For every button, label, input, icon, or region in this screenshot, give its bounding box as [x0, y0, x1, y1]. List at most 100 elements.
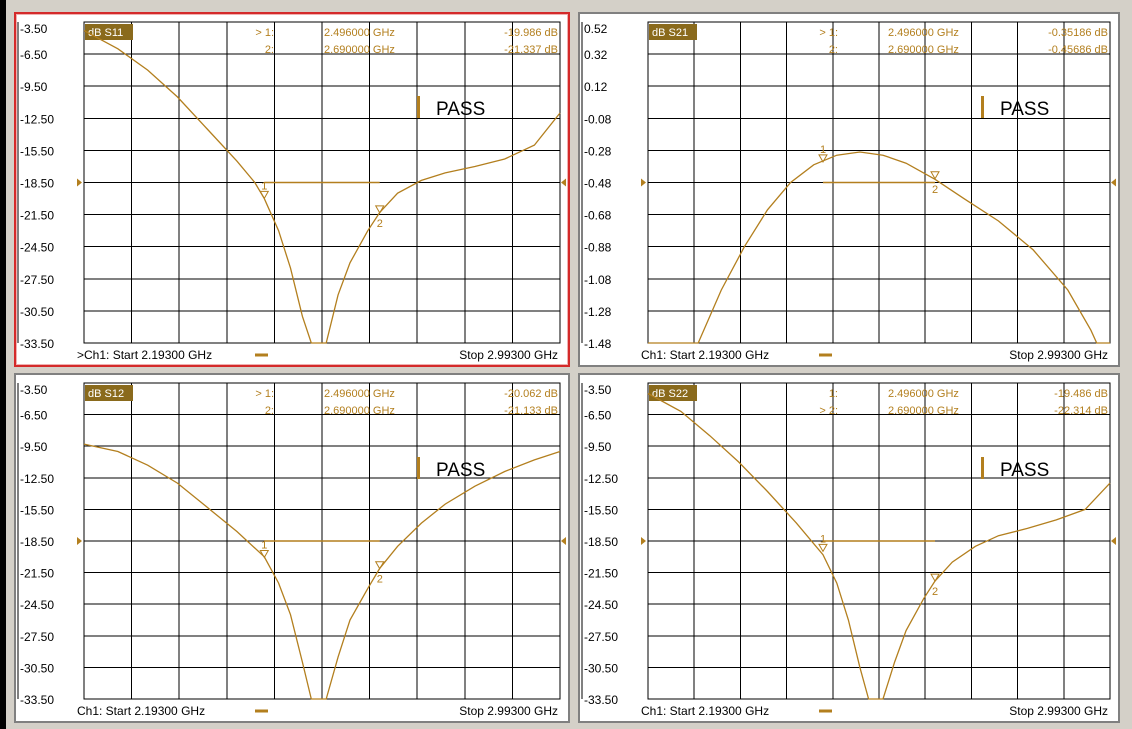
trace-line[interactable] — [83, 443, 561, 700]
marker-readout-frequency: 2.496000 GHz — [324, 27, 395, 39]
marker-label: 1 — [820, 533, 826, 545]
limit-level-arrow-left — [77, 537, 82, 545]
trace-line[interactable] — [647, 392, 1111, 700]
marker-1[interactable] — [818, 543, 828, 553]
y-tick-label: -0.68 — [584, 209, 612, 223]
marker-readout-value: -21.133 dB — [504, 405, 558, 417]
trace-line[interactable] — [648, 151, 1110, 344]
y-tick-label: -3.50 — [584, 383, 612, 397]
marker-readout-value: -19.486 dB — [1054, 388, 1108, 400]
y-tick-label: -12.50 — [20, 472, 54, 486]
marker-1[interactable] — [259, 549, 270, 559]
y-tick-label: -18.50 — [20, 177, 54, 191]
chart-panel-s11[interactable]: -3.50 -6.50 -9.50 -12.50 -15.50 -18.50 -21.50 -… — [14, 12, 570, 367]
pass-indicator: PASS — [436, 460, 485, 481]
y-tick-label: -0.88 — [584, 241, 612, 255]
marker-readout-index: 1: — [829, 388, 838, 400]
y-tick-label: -0.48 — [584, 177, 612, 191]
y-tick-label: -18.50 — [584, 535, 618, 549]
y-tick-label: -1.28 — [584, 305, 612, 319]
marker-readout-frequency: 2.690000 GHz — [888, 405, 959, 417]
y-tick-label: -24.50 — [20, 598, 54, 612]
left-edge-bar — [0, 0, 6, 729]
start-frequency: Ch1: Start 2.19300 GHz — [641, 348, 769, 362]
chart-panel-s22[interactable]: -3.50 -6.50 -9.50 -12.50 -15.50 -18.50 -21.50 -… — [578, 373, 1120, 723]
marker-1[interactable] — [259, 190, 270, 200]
y-tick-label: -21.50 — [20, 567, 54, 581]
y-tick-label: -9.50 — [20, 440, 48, 454]
chart-svg-s22: -3.50 -6.50 -9.50 -12.50 -15.50 -18.50 -21.50 -… — [581, 382, 1116, 718]
chart-svg-s12: -3.50 -6.50 -9.50 -12.50 -15.50 -18.50 -21.50 -… — [17, 382, 566, 718]
trace-label: dB S21 — [652, 27, 688, 39]
y-tick-label: -30.50 — [584, 661, 618, 675]
y-tick-label: -9.50 — [584, 440, 612, 454]
marker-readout-index: 2: — [829, 44, 838, 56]
marker-readout-index: > 2: — [819, 405, 838, 417]
marker-label: 1 — [261, 539, 267, 551]
marker-readout-value: -21.337 dB — [504, 44, 558, 56]
marker-1[interactable] — [818, 154, 828, 163]
marker-label: 1 — [261, 180, 267, 192]
pass-indicator: PASS — [1000, 99, 1049, 120]
stop-frequency: Stop 2.99300 GHz — [1009, 348, 1108, 362]
y-tick-label: -6.50 — [20, 409, 48, 423]
marker-label: 2 — [377, 574, 383, 586]
y-tick-label: 0.32 — [584, 48, 608, 62]
marker-readout-index: > 1: — [255, 388, 274, 400]
y-tick-label: -15.50 — [20, 503, 54, 517]
marker-2[interactable] — [374, 205, 385, 214]
y-tick-label: -30.50 — [20, 661, 54, 675]
marker-readout-value: -22.314 dB — [1054, 405, 1108, 417]
marker-label: 2 — [377, 218, 383, 230]
marker-readout-index: 2: — [265, 44, 274, 56]
y-tick-label: -9.50 — [20, 80, 48, 94]
marker-readout-frequency: 2.690000 GHz — [324, 44, 395, 56]
y-tick-label: -1.48 — [584, 337, 612, 351]
marker-readout-value: -19.986 dB — [504, 27, 558, 39]
y-tick-label: -33.50 — [20, 337, 54, 351]
chart-panel-s21[interactable]: 0.52 0.32 0.12 -0.08 -0.28 -0.48 -0.68 -0.88 -1.… — [578, 12, 1120, 367]
chart-panel-s12[interactable]: -3.50 -6.50 -9.50 -12.50 -15.50 -18.50 -21.50 -… — [14, 373, 570, 723]
y-tick-label: 0.12 — [584, 80, 608, 94]
y-tick-label: -27.50 — [584, 630, 618, 644]
y-tick-label: -24.50 — [20, 241, 54, 255]
grid-lines — [648, 383, 1110, 699]
y-tick-label: -33.50 — [584, 693, 618, 707]
y-tick-label: -21.50 — [584, 567, 618, 581]
y-tick-label: -0.28 — [584, 144, 612, 158]
grid-lines — [84, 383, 560, 699]
limit-level-arrow-right — [561, 178, 566, 187]
y-tick-label: -6.50 — [584, 409, 612, 423]
plot-frame — [647, 21, 1111, 344]
trace-label: dB S12 — [88, 388, 124, 400]
y-tick-label: -12.50 — [20, 112, 54, 126]
marker-label: 1 — [820, 144, 826, 156]
y-tick-label: -30.50 — [20, 305, 54, 319]
start-frequency: >Ch1: Start 2.19300 GHz — [77, 348, 212, 362]
start-frequency: Ch1: Start 2.19300 GHz — [641, 704, 769, 718]
trace-label-badge — [85, 385, 133, 401]
marker-2[interactable] — [930, 573, 940, 583]
trace-label-badge — [649, 24, 697, 40]
marker-2[interactable] — [374, 561, 385, 570]
marker-label: 2 — [932, 586, 938, 598]
marker-readout-index: > 1: — [255, 27, 274, 39]
y-tick-label: -3.50 — [20, 383, 48, 397]
marker-readout-index: > 1: — [819, 27, 838, 39]
y-tick-label: -3.50 — [20, 22, 48, 36]
y-tick-label: -12.50 — [584, 472, 618, 486]
trace-label-badge — [85, 24, 133, 40]
y-tick-label: -0.08 — [584, 112, 612, 126]
chart-svg-s11: -3.50 -6.50 -9.50 -12.50 -15.50 -18.50 -21.50 -… — [17, 21, 566, 362]
pass-indicator-bar — [981, 96, 984, 118]
stop-frequency: Stop 2.99300 GHz — [459, 704, 558, 718]
trace-line[interactable] — [83, 30, 561, 344]
limit-level-arrow-right — [561, 537, 566, 545]
marker-readout-value: -20.062 dB — [504, 388, 558, 400]
y-tick-label: -1.08 — [584, 273, 612, 287]
marker-2[interactable] — [930, 171, 940, 180]
y-tick-label: -33.50 — [20, 693, 54, 707]
marker-readout-frequency: 2.496000 GHz — [888, 27, 959, 39]
grid-lines — [84, 22, 560, 343]
trace-label-badge — [649, 385, 697, 401]
